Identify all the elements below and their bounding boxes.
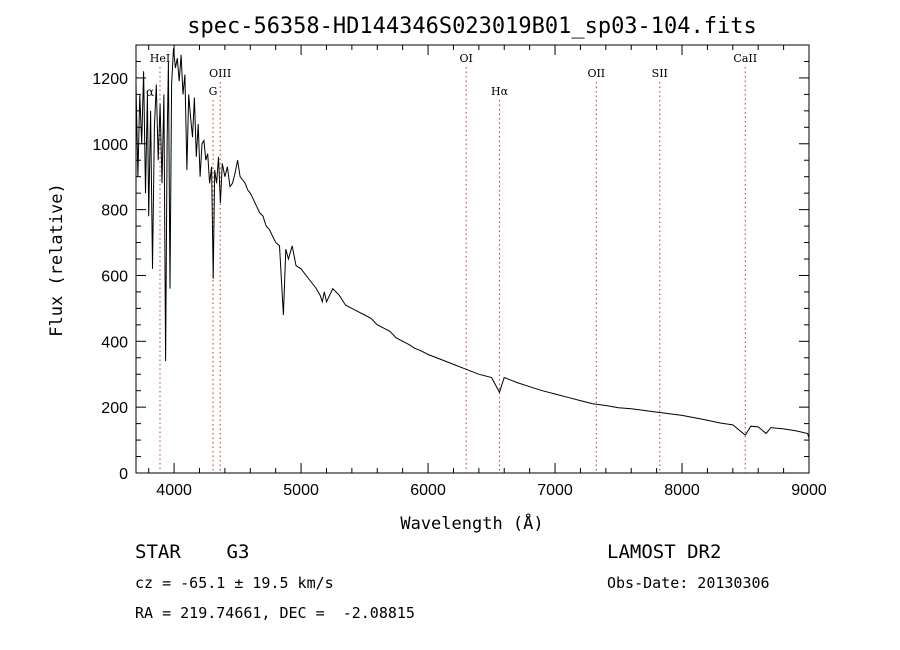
coordinates-label: RA = 219.74661, DEC = -2.08815	[135, 604, 415, 622]
y-tick-label: 400	[101, 334, 128, 351]
line-marker-label: G	[209, 85, 218, 98]
survey-label: LAMOST DR2	[607, 541, 722, 563]
line-marker-label: SII	[652, 67, 668, 80]
x-tick-label: 7000	[537, 482, 573, 499]
y-tick-label: 0	[119, 466, 128, 483]
object-class-label: STAR G3	[135, 541, 250, 563]
partial-line-label: α	[146, 85, 154, 99]
line-marker-label: HeI	[150, 52, 170, 65]
x-tick-label: 4000	[156, 482, 192, 499]
y-tick-label: 1200	[92, 71, 128, 88]
flux-series-line	[135, 48, 810, 439]
x-tick-label: 9000	[791, 482, 827, 499]
redshift-label: cz = -65.1 ± 19.5 km/s	[135, 574, 334, 592]
y-tick-label: 200	[101, 400, 128, 417]
y-axis-label: Flux (relative)	[47, 183, 67, 337]
obs-date-label: Obs-Date: 20130306	[607, 574, 770, 592]
line-marker-label: Hα	[491, 85, 509, 98]
y-tick-label: 800	[101, 203, 128, 220]
line-marker-label: OIII	[209, 67, 231, 80]
y-tick-label: 1000	[92, 137, 128, 154]
y-tick-label: 600	[101, 268, 128, 285]
line-marker-label: OII	[587, 67, 605, 80]
x-tick-label: 5000	[283, 482, 319, 499]
x-tick-label: 8000	[664, 482, 700, 499]
plot-frame	[135, 44, 810, 474]
chart-title: spec-56358-HD144346S023019B01_sp03-104.f…	[187, 14, 757, 39]
x-tick-label: 6000	[410, 482, 446, 499]
line-marker-label: CaII	[733, 52, 757, 65]
x-axis-label: Wavelength (Å)	[400, 512, 543, 534]
line-marker-label: OI	[459, 52, 472, 65]
